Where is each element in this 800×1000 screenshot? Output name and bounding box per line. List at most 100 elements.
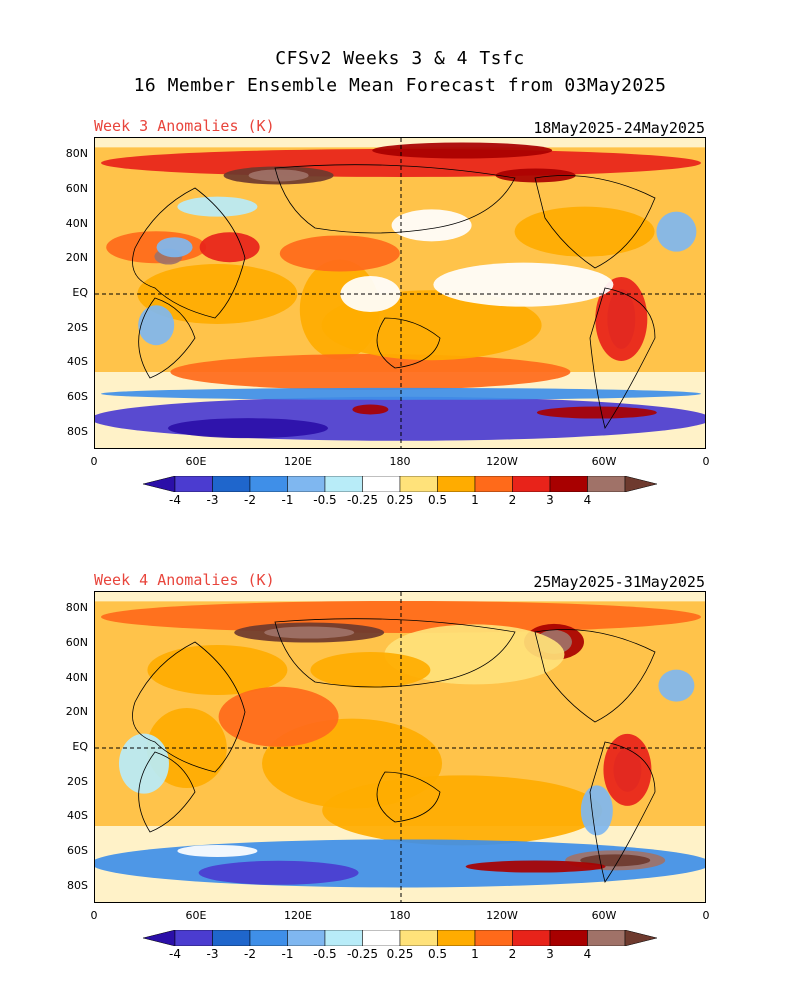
anomaly-blob	[177, 844, 258, 857]
lat-tick-label: 60S	[67, 390, 88, 403]
anomaly-blob	[310, 652, 431, 688]
colorbar-segment	[324, 930, 363, 946]
anomaly-blob	[218, 686, 339, 747]
colorbar-tick-label: 4	[583, 493, 592, 507]
lat-tick-label: 60N	[65, 182, 88, 195]
colorbar-segment	[437, 476, 476, 492]
anomaly-blob	[433, 262, 614, 307]
lon-tick-label: 60E	[185, 455, 207, 468]
anomaly-blob	[352, 404, 389, 415]
lat-tick-label: 60S	[67, 844, 88, 857]
lon-tick-label: 0	[90, 909, 98, 922]
colorbar-segment	[362, 930, 401, 946]
anomaly-blob	[495, 168, 576, 183]
coastline	[274, 164, 516, 234]
lat-tick-label: 20N	[65, 705, 88, 719]
coastline	[376, 771, 441, 823]
coastline	[132, 187, 246, 319]
lat-tick-label: 80N	[65, 601, 88, 615]
anomaly-blob	[199, 232, 260, 263]
anomaly-blob	[514, 206, 655, 257]
week3-colorbar	[143, 476, 657, 492]
colorbar-tick-label: -3	[206, 493, 219, 507]
anomaly-blob	[168, 418, 328, 439]
lon-tick-label: 0	[90, 455, 98, 468]
coastline	[138, 297, 196, 379]
week4-anomaly-map	[94, 591, 706, 903]
colorbar-tick-label: 2	[508, 947, 517, 961]
anomaly-blob	[580, 785, 613, 836]
colorbar-tick-label: -2	[244, 947, 256, 961]
week4-date-range: 25May2025-31May2025	[533, 573, 705, 591]
colorbar-tick-label: -0.5	[313, 947, 337, 961]
anomaly-blob	[465, 860, 606, 873]
anomaly-blob	[118, 733, 169, 794]
colorbar-segment	[249, 476, 288, 492]
lat-tick-label: 80S	[67, 424, 88, 438]
colorbar-tick-label: 0.25	[386, 947, 414, 961]
colorbar-tick-label: 0.25	[386, 493, 414, 507]
lat-tick-label: 40N	[65, 670, 88, 684]
colorbar-segment	[474, 930, 513, 946]
lat-tick-label: 40S	[67, 355, 88, 369]
colorbar-tick-label: -2	[244, 493, 256, 507]
colorbar-segment	[324, 476, 363, 492]
colorbar-segment	[512, 476, 551, 492]
colorbar-segment	[474, 476, 513, 492]
lon-tick-label: 0	[702, 455, 710, 468]
colorbar-max-arrow	[624, 476, 657, 492]
colorbar-tick-label: 0.5	[427, 947, 448, 961]
colorbar-tick-label: 1	[471, 493, 479, 507]
anomaly-blob	[147, 645, 288, 695]
lon-tick-label: 180	[389, 909, 411, 922]
lat-tick-label: EQ	[72, 740, 88, 753]
lat-tick-label: 80S	[67, 878, 88, 892]
coastline	[138, 751, 196, 833]
colorbar-segment	[512, 930, 551, 946]
colorbar-tick-label: 1	[471, 947, 479, 961]
colorbar-tick-label: -4	[169, 947, 181, 961]
lon-tick-label: 60E	[185, 909, 207, 922]
anomaly-blob	[536, 406, 657, 419]
anomaly-blob	[177, 196, 258, 217]
lat-tick-label: 40N	[65, 216, 88, 230]
colorbar-segment	[399, 476, 438, 492]
lat-tick-label: 60N	[65, 636, 88, 649]
colorbar-segment	[362, 476, 401, 492]
colorbar-segment	[287, 476, 326, 492]
coastline	[534, 629, 656, 723]
colorbar-tick-label: -1	[281, 947, 294, 961]
week3-date-range: 18May2025-24May2025	[533, 119, 705, 137]
lon-tick-label: 60W	[591, 455, 617, 468]
anomaly-field	[95, 592, 705, 902]
anomaly-blob	[372, 142, 553, 159]
anomaly-blob	[138, 305, 175, 346]
coastline	[589, 287, 656, 429]
anomaly-blob	[658, 669, 695, 702]
lat-tick-label: 20N	[65, 251, 88, 265]
lat-tick-label: 80N	[65, 147, 88, 161]
lon-tick-label: 60W	[591, 909, 617, 922]
colorbar-segment	[549, 930, 588, 946]
colorbar-tick-label: 3	[546, 947, 554, 961]
colorbar-segment	[249, 930, 288, 946]
colorbar-tick-label: -0.25	[346, 493, 379, 507]
colorbar-tick-label: 0.5	[427, 493, 448, 507]
week3-panel-title: Week 3 Anomalies (K)	[94, 117, 275, 135]
anomaly-blob	[603, 733, 652, 806]
colorbar-max-arrow	[624, 930, 657, 946]
week4-colorbar	[143, 930, 657, 946]
anomaly-blob	[656, 211, 697, 252]
colorbar-tick-label: -3	[206, 947, 219, 961]
anomaly-blob	[580, 854, 651, 867]
lon-tick-label: 120W	[486, 455, 518, 468]
anomaly-blob	[156, 237, 193, 258]
colorbar-segment	[437, 930, 476, 946]
lat-tick-label: 20S	[67, 320, 88, 334]
anomaly-blob	[198, 860, 359, 885]
colorbar-tick-label: -1	[281, 493, 294, 507]
anomaly-blob	[595, 276, 648, 361]
colorbar-segment	[587, 930, 626, 946]
colorbar-tick-label: 2	[508, 493, 517, 507]
anomaly-blob	[170, 354, 571, 390]
